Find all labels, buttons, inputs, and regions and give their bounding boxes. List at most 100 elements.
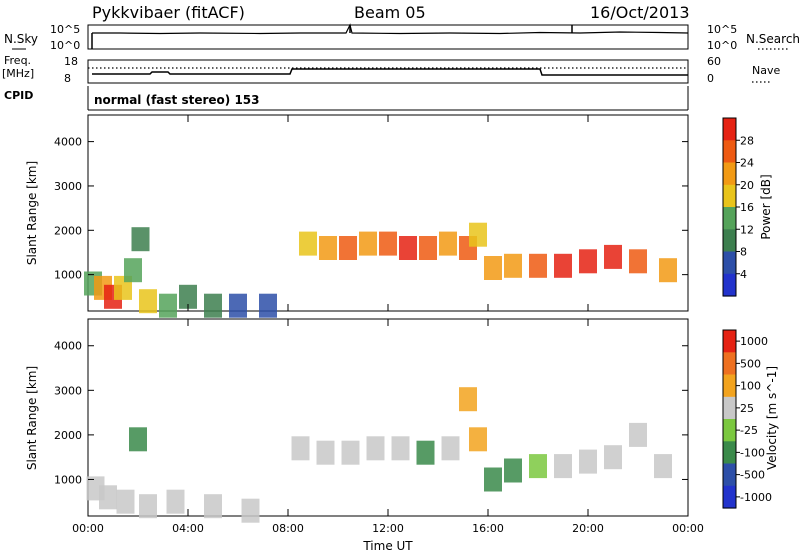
data-cell	[459, 387, 477, 412]
x-tick-label: 04:00	[172, 522, 204, 535]
data-cell	[259, 293, 277, 318]
freq-tick-high: 18	[64, 55, 78, 68]
data-cell	[299, 231, 317, 256]
velocity-data-cells	[86, 387, 672, 523]
x-tick-label: 12:00	[372, 522, 404, 535]
data-cell	[131, 227, 150, 252]
colorbar-tick-label: 25	[740, 402, 754, 415]
colorbar-tick-label: 24	[740, 157, 754, 170]
data-cell	[579, 449, 597, 474]
velocity-colorbar-swatches	[723, 330, 736, 509]
data-cell	[659, 258, 677, 283]
velocity-colorbar-ticks: 1000 500 100 25 -25 -100 -500 -1000	[736, 335, 772, 504]
data-cell	[419, 236, 437, 260]
y-tick-label: 4000	[54, 340, 82, 353]
colorbar-swatch	[723, 140, 736, 164]
data-cell	[241, 498, 260, 523]
velocity-colorbar-label: Velocity [m s^-1]	[765, 366, 779, 470]
x-tick-label: 00:00	[672, 522, 704, 535]
colorbar-tick-label: 500	[740, 357, 761, 370]
data-cell	[159, 293, 177, 318]
power-colorbar: 28 24 20 16 12 8 4 Power [dB]	[722, 117, 773, 297]
y-tick-label: 2000	[54, 224, 82, 237]
colorbar-swatch	[723, 207, 736, 230]
colorbar-swatch	[723, 229, 736, 253]
data-cell	[391, 436, 410, 461]
x-tick-label: 08:00	[272, 522, 304, 535]
cpid-label: CPID	[4, 89, 33, 102]
data-cell	[399, 236, 417, 260]
data-cell	[554, 454, 572, 479]
y-tick-label: 1000	[54, 269, 82, 282]
colorbar-swatch	[723, 485, 736, 509]
power-colorbar-swatches	[723, 118, 736, 297]
power-y-ticks: 4000 3000 2000 1000	[54, 136, 688, 282]
data-cell	[379, 231, 397, 256]
data-cell	[179, 284, 197, 309]
colorbar-tick-label: 28	[740, 134, 754, 147]
velocity-colorbar: 1000 500 100 25 -25 -100 -500 -1000 Velocity [m…	[722, 329, 779, 509]
data-cell	[529, 253, 547, 278]
colorbar-swatch	[723, 118, 736, 141]
data-cell	[504, 458, 522, 483]
data-cell	[124, 258, 142, 283]
velocity-y-axis-label: Slant Range [km]	[25, 366, 39, 470]
data-cell	[139, 289, 157, 314]
freq-frame	[87, 59, 689, 84]
power-data-cells	[84, 222, 677, 318]
x-tick-label: 20:00	[572, 522, 604, 535]
power-colorbar-label: Power [dB]	[759, 174, 773, 239]
nsky-label: N.Sky	[4, 32, 38, 46]
x-tick-label: 16:00	[472, 522, 504, 535]
y-tick-label: 2000	[54, 429, 82, 442]
colorbar-swatch	[723, 330, 736, 353]
data-cell	[204, 293, 222, 318]
data-cell	[441, 436, 460, 461]
power-colorbar-ticks: 28 24 20 16 12 8 4	[736, 134, 754, 281]
y-tick-label: 4000	[54, 136, 82, 149]
data-cell	[116, 489, 135, 514]
y-tick-label: 3000	[54, 180, 82, 193]
nsearch-tick-high: 10^5	[707, 23, 737, 36]
freq-tick-low: 8	[64, 72, 71, 85]
colorbar-tick-label: 8	[740, 246, 747, 259]
data-cell	[339, 236, 357, 260]
data-cell	[504, 253, 522, 278]
freq-panel: Freq. [MHz] 18 8 60 0 Nave	[2, 54, 780, 85]
colorbar-tick-label: -25	[740, 424, 758, 437]
nave-label: Nave	[752, 64, 780, 77]
data-cell	[554, 253, 572, 278]
velocity-panel: 4000 3000 2000 1000 00:00 04:00 08:00 12:00 16:…	[25, 318, 704, 553]
data-cell	[316, 440, 335, 465]
nsky-tick-high: 10^5	[50, 23, 80, 36]
freq-label: Freq.	[4, 54, 31, 67]
data-cell	[139, 494, 157, 519]
colorbar-swatch	[723, 273, 736, 297]
y-tick-label: 1000	[54, 473, 82, 486]
nave-tick-low: 0	[707, 72, 714, 85]
data-cell	[604, 244, 622, 269]
colorbar-swatch	[723, 251, 736, 275]
data-cell	[129, 427, 147, 452]
x-tick-label: 00:00	[72, 522, 104, 535]
x-axis-label: Time UT	[362, 539, 413, 553]
colorbar-swatch	[723, 162, 736, 186]
velocity-plot-frame	[87, 318, 689, 517]
data-cell	[439, 231, 457, 256]
y-tick-label: 3000	[54, 384, 82, 397]
colorbar-tick-label: 16	[740, 201, 754, 214]
power-panel: 4000 3000 2000 1000 Slant Range [km]	[25, 114, 689, 318]
data-cell	[166, 489, 185, 514]
colorbar-swatch	[723, 184, 736, 208]
data-cell	[319, 236, 337, 260]
nsky-frame	[87, 24, 689, 50]
data-cell	[484, 256, 502, 280]
velocity-x-ticks: 00:00 04:00 08:00 12:00 16:00 20:00 00:00	[72, 319, 704, 535]
data-cell	[204, 494, 222, 519]
data-cell	[484, 467, 502, 492]
colorbar-swatch	[723, 352, 736, 376]
cpid-value: normal (fast stereo) 153	[94, 93, 260, 107]
data-cell	[469, 222, 487, 247]
colorbar-swatch	[723, 396, 736, 420]
